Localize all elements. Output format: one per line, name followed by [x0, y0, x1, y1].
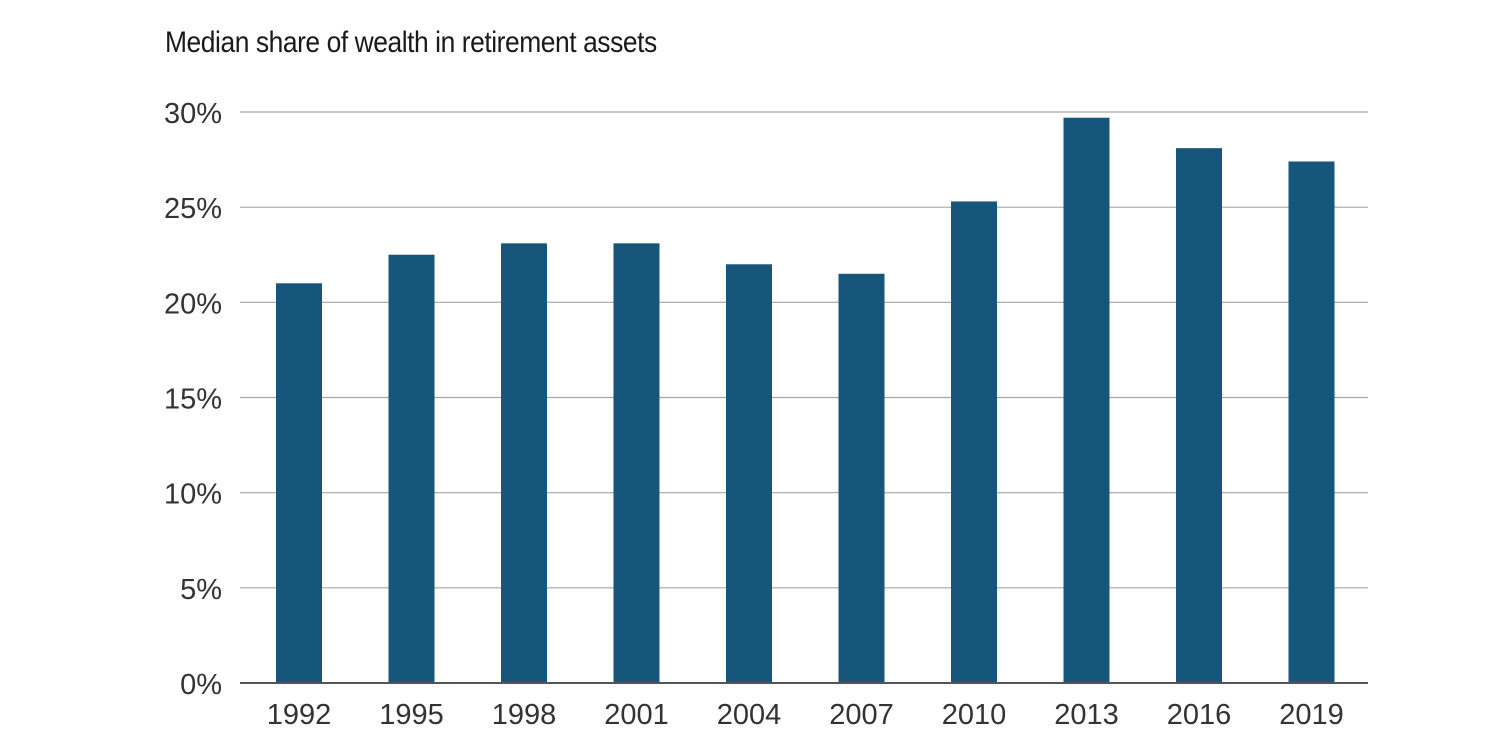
bar-2004: [726, 264, 772, 683]
x-tick-label: 2007: [829, 699, 894, 731]
y-tick-label: 0%: [180, 669, 222, 701]
y-tick-label: 25%: [164, 193, 222, 225]
x-tick-label: 2004: [717, 699, 782, 731]
x-tick-label: 1998: [492, 699, 557, 731]
bar-2013: [1063, 117, 1110, 683]
bar-2019: [1288, 161, 1335, 683]
y-tick-label: 15%: [164, 384, 222, 416]
chart-title: Median share of wealth in retirement ass…: [165, 26, 657, 59]
bar-1992: [276, 283, 322, 683]
x-tick-labels: 1992 1995 1998 2001 2004 2007 2010 2013 2016 2019: [267, 699, 1344, 731]
x-tick-label: 2010: [942, 699, 1007, 731]
y-tick-label: 30%: [164, 98, 222, 130]
x-tick-label: 2016: [1167, 699, 1232, 731]
bar-1998: [501, 243, 547, 683]
bar-2010: [951, 201, 997, 683]
x-tick-label: 2013: [1054, 699, 1119, 731]
bar-2001: [613, 243, 660, 683]
bar-1995: [388, 254, 435, 683]
y-tick-label: 20%: [164, 288, 222, 320]
x-tick-label: 1995: [379, 699, 444, 731]
x-tick-label: 2019: [1279, 699, 1344, 731]
bar-2007: [838, 273, 885, 683]
x-tick-label: 1992: [267, 699, 332, 731]
x-tick-label: 2001: [604, 699, 669, 731]
bar-2016: [1176, 148, 1222, 683]
y-tick-label: 5%: [180, 574, 222, 606]
bars: [276, 117, 1335, 683]
y-tick-labels: 0% 5% 10% 15% 20% 25% 30%: [164, 98, 222, 701]
y-tick-label: 10%: [164, 479, 222, 511]
